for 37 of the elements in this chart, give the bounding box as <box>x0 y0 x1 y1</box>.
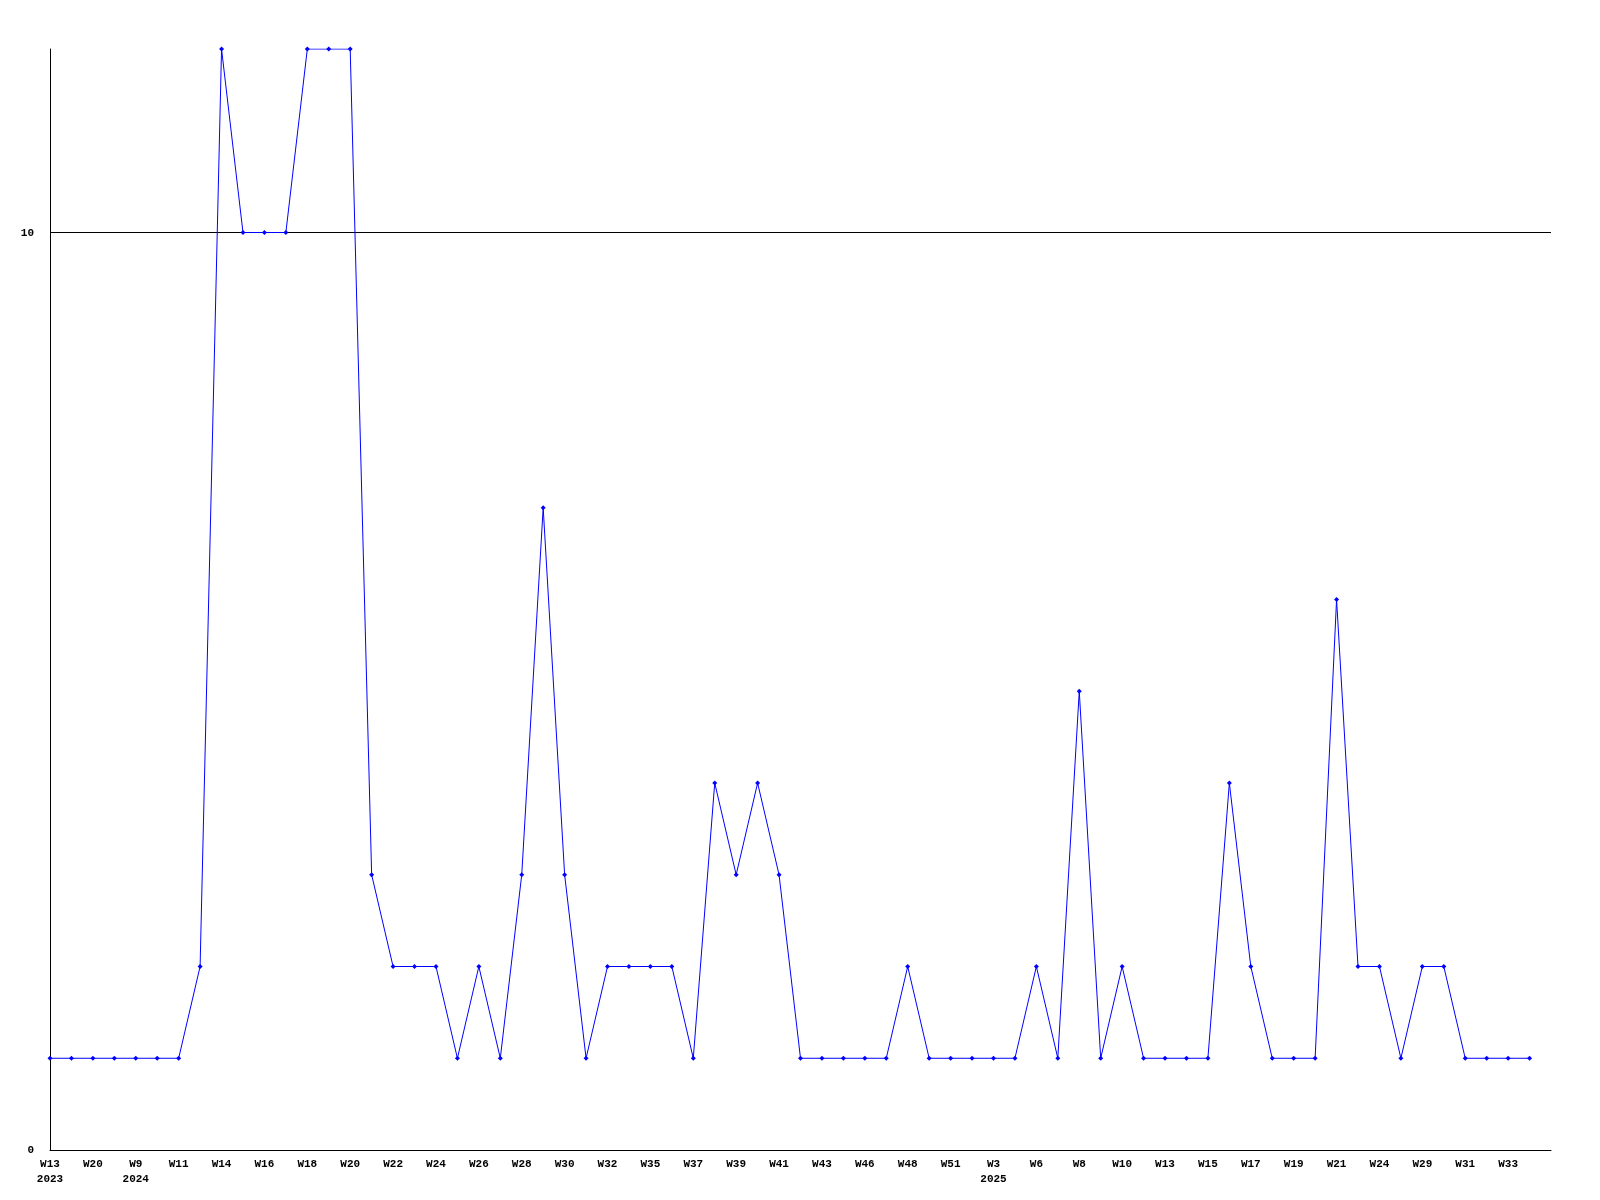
x-tick-label: W9 2024 <box>122 1157 150 1185</box>
x-tick-label: W48 <box>897 1157 919 1170</box>
x-tick-label: W30 <box>554 1157 575 1170</box>
x-tick-label: W20 <box>82 1157 103 1170</box>
x-tick-label: W17 <box>1240 1157 1261 1170</box>
x-tick-label: W22 <box>383 1157 403 1170</box>
x-tick-label: W20 <box>340 1157 361 1170</box>
x-tick-label: W43 <box>812 1157 833 1170</box>
x-tick-label: W31 <box>1455 1157 1476 1170</box>
x-tick-label: W28 <box>511 1157 533 1170</box>
x-tick-label: W24 <box>426 1157 447 1170</box>
x-tick-label: W37 <box>683 1157 704 1170</box>
x-tick-label: W33 <box>1498 1157 1519 1170</box>
x-tick-label: W10 <box>1112 1157 1133 1170</box>
x-tick-label: W29 <box>1412 1157 1433 1170</box>
x-tick-label: W3 2025 <box>980 1157 1008 1185</box>
x-tick-label: W13 2023 <box>36 1157 64 1185</box>
x-tick-label: W8 <box>1072 1157 1087 1170</box>
x-tick-label: W46 <box>854 1157 875 1170</box>
y-tick-label: 10 <box>20 226 34 239</box>
x-tick-label: W21 <box>1326 1157 1347 1170</box>
x-tick-label: W41 <box>769 1157 790 1170</box>
x-tick-label: W14 <box>211 1157 232 1170</box>
x-tick-label: W6 <box>1029 1157 1043 1170</box>
x-tick-label: W51 <box>940 1157 961 1170</box>
x-tick-label: W18 <box>297 1157 318 1170</box>
x-tick-label: W24 <box>1369 1157 1390 1170</box>
x-tick-label: W35 <box>640 1157 661 1170</box>
x-tick-label: W39 <box>726 1157 747 1170</box>
y-tick-label: 0 <box>27 1144 34 1156</box>
x-tick-label: W13 <box>1155 1157 1176 1170</box>
x-tick-label: W19 <box>1283 1157 1304 1170</box>
x-tick-label: W32 <box>597 1157 618 1170</box>
x-tick-label: W11 <box>168 1157 189 1170</box>
x-tick-label: W16 <box>254 1157 275 1170</box>
x-tick-label: W26 <box>468 1157 489 1170</box>
x-tick-label: W15 <box>1198 1157 1219 1170</box>
